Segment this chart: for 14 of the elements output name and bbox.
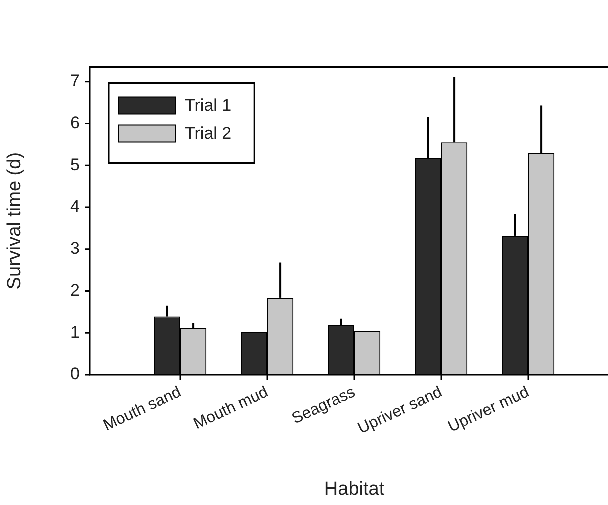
y-axis-title: Survival time (d) <box>4 152 26 290</box>
x-axis-title: Habitat <box>324 478 386 500</box>
y-tick-label: 4 <box>70 197 80 216</box>
y-tick-label: 1 <box>70 322 80 342</box>
x-tick-label: Mouth sand <box>101 384 184 435</box>
y-tick-label: 6 <box>70 113 80 132</box>
y-tick-label: 2 <box>70 280 80 300</box>
y-tick-label: 7 <box>70 72 80 91</box>
y-tick-label: 5 <box>70 155 80 174</box>
legend-label: Trial 1 <box>185 96 232 115</box>
legend-label: Trial 2 <box>185 124 232 143</box>
y-tick-label: 0 <box>70 364 80 384</box>
y-tick-label: 3 <box>70 239 80 258</box>
x-tick-label: Mouth mud <box>191 384 272 434</box>
